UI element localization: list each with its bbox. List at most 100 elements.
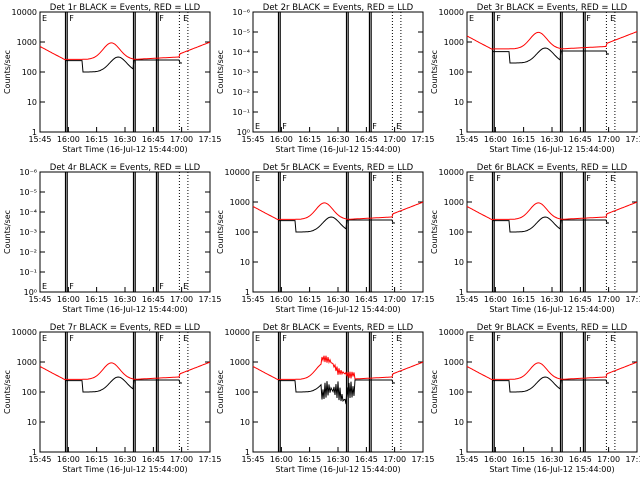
plot-panel-8: Det 8r BLACK = Events, RED = LLD Counts/s… — [216, 323, 435, 474]
flag-label: F — [496, 174, 501, 183]
y-axis-label: Counts/sec — [216, 370, 225, 414]
y-tick-label: 10⁻⁵ — [232, 28, 250, 37]
series-line-lld — [466, 31, 638, 50]
x-tick-label: 16:15 — [298, 455, 321, 464]
y-tick-label: 10⁻² — [232, 88, 250, 97]
y-tick-label: 10000 — [439, 168, 464, 177]
x-axis-label: Start Time (16-Jul-12 15:44:00) — [489, 465, 614, 474]
y-tick-label: 100 — [22, 388, 37, 397]
x-tick-label: 16:00 — [57, 295, 80, 304]
y-tick-label: 10⁻² — [19, 248, 37, 257]
x-tick-label: 16:45 — [355, 455, 378, 464]
y-tick-label: 10⁻¹ — [19, 268, 37, 277]
flag-label: F — [159, 334, 164, 343]
plot-title: Det 4r BLACK = Events, RED = LLD — [50, 163, 201, 173]
x-tick-label: 15:45 — [455, 135, 478, 144]
flag-label: E — [183, 282, 188, 291]
x-tick-label: 16:15 — [298, 135, 321, 144]
x-tick-label: 16:30 — [326, 135, 349, 144]
series-line-events — [279, 216, 395, 233]
y-tick-label: 10 — [240, 418, 250, 427]
flag-label: E — [255, 334, 260, 343]
x-tick-label: 17:00 — [383, 455, 406, 464]
flag-label: F — [282, 122, 287, 131]
y-tick-label: 10⁻³ — [19, 228, 37, 237]
x-tick-label: 17:15 — [198, 295, 221, 304]
x-tick-label: 17:00 — [170, 135, 193, 144]
flag-label: E — [42, 334, 47, 343]
x-tick-label: 17:15 — [198, 455, 221, 464]
x-tick-label: 16:00 — [484, 455, 507, 464]
x-tick-label: 16:45 — [355, 135, 378, 144]
x-tick-label: 17:15 — [625, 455, 640, 464]
x-tick-label: 16:30 — [540, 295, 563, 304]
plot-panel-5: Det 5r BLACK = Events, RED = LLD Counts/s… — [216, 163, 435, 314]
flag-label: F — [282, 174, 287, 183]
plot-title: Det 2r BLACK = Events, RED = LLD — [263, 3, 414, 13]
x-tick-label: 16:30 — [113, 455, 136, 464]
x-tick-label: 15:45 — [241, 455, 264, 464]
plot-panel-2: Det 2r BLACK = Events, RED = LLD Counts/s… — [216, 3, 435, 154]
y-tick-label: 10⁻¹ — [232, 108, 250, 117]
x-tick-label: 15:45 — [241, 135, 264, 144]
series-line-events — [279, 379, 395, 405]
y-axis-label: Counts/sec — [430, 370, 439, 414]
flag-label: E — [255, 122, 260, 131]
flag-label: E — [610, 334, 615, 343]
x-tick-label: 17:00 — [170, 455, 193, 464]
flag-label: E — [42, 282, 47, 291]
flag-label: E — [469, 174, 474, 183]
x-tick-label: 16:45 — [355, 295, 378, 304]
x-tick-label: 17:00 — [597, 455, 620, 464]
x-axis-label: Start Time (16-Jul-12 15:44:00) — [275, 465, 400, 474]
y-axis-label: Counts/sec — [430, 210, 439, 254]
y-tick-label: 10000 — [12, 8, 37, 17]
plot-title: Det 7r BLACK = Events, RED = LLD — [50, 323, 201, 333]
y-tick-label: 10 — [27, 98, 37, 107]
flag-label: F — [586, 14, 591, 23]
series-line-lld — [466, 361, 638, 381]
y-tick-label: 1 — [245, 288, 250, 297]
plot-panel-6: Det 6r BLACK = Events, RED = LLD Counts/s… — [430, 163, 640, 314]
x-tick-label: 17:00 — [383, 295, 406, 304]
plot-title: Det 5r BLACK = Events, RED = LLD — [263, 163, 414, 173]
flag-label: F — [372, 122, 377, 131]
plot-title: Det 6r BLACK = Events, RED = LLD — [477, 163, 628, 173]
flag-label: F — [69, 282, 74, 291]
x-tick-label: 15:45 — [241, 295, 264, 304]
x-tick-label: 16:45 — [569, 295, 592, 304]
y-tick-label: 10 — [454, 258, 464, 267]
x-tick-label: 15:45 — [455, 295, 478, 304]
plot-title: Det 1r BLACK = Events, RED = LLD — [50, 3, 201, 13]
y-tick-label: 1 — [459, 128, 464, 137]
y-axis-label: Counts/sec — [216, 210, 225, 254]
x-tick-label: 16:00 — [484, 135, 507, 144]
x-tick-label: 16:15 — [298, 295, 321, 304]
x-axis-label: Start Time (16-Jul-12 15:44:00) — [62, 145, 187, 154]
plot-title: Det 9r BLACK = Events, RED = LLD — [477, 323, 628, 333]
y-tick-label: 1 — [459, 288, 464, 297]
x-tick-label: 16:45 — [142, 455, 165, 464]
y-tick-label: 100 — [235, 388, 250, 397]
flag-label: F — [69, 334, 74, 343]
x-axis-label: Start Time (16-Jul-12 15:44:00) — [489, 145, 614, 154]
flag-label: F — [586, 334, 591, 343]
plot-panel-7: Det 7r BLACK = Events, RED = LLD Counts/s… — [3, 323, 222, 474]
y-tick-label: 10⁻⁶ — [232, 8, 250, 17]
y-tick-label: 10⁻⁵ — [19, 188, 37, 197]
series-line-lld — [252, 355, 424, 381]
x-tick-label: 16:30 — [113, 135, 136, 144]
x-tick-label: 17:15 — [198, 135, 221, 144]
y-tick-label: 1 — [245, 448, 250, 457]
x-axis-label: Start Time (16-Jul-12 15:44:00) — [62, 465, 187, 474]
flag-label: E — [396, 334, 401, 343]
x-tick-label: 16:15 — [512, 135, 535, 144]
y-tick-label: 10 — [240, 258, 250, 267]
plot-panel-9: Det 9r BLACK = Events, RED = LLD Counts/s… — [430, 323, 640, 474]
y-tick-label: 10⁻³ — [232, 68, 250, 77]
x-tick-label: 16:15 — [85, 295, 108, 304]
flag-label: F — [586, 174, 591, 183]
y-tick-label: 1000 — [17, 358, 37, 367]
flag-label: F — [159, 282, 164, 291]
y-tick-label: 10⁻⁴ — [232, 48, 250, 57]
